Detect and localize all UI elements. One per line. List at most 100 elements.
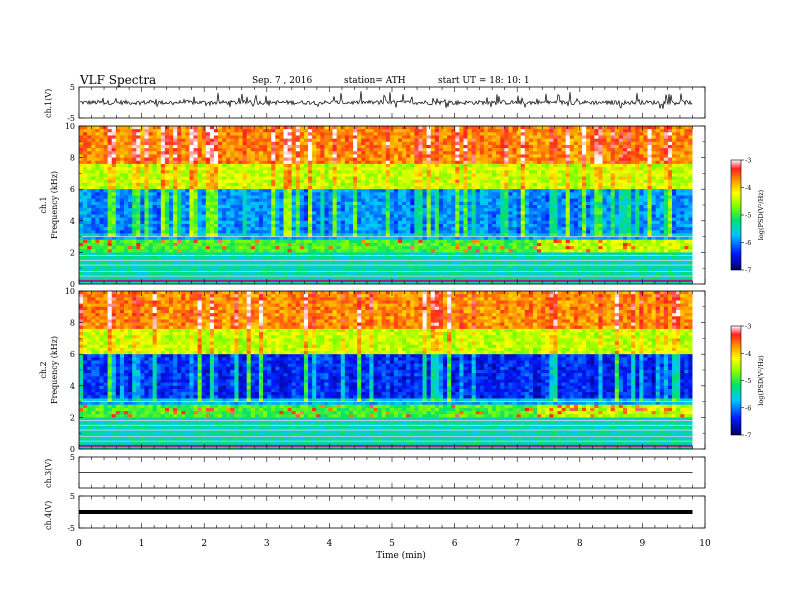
spec-cell <box>422 160 428 165</box>
spec-cell <box>684 154 689 158</box>
spec-cell <box>414 138 419 143</box>
spec-cell <box>614 211 620 215</box>
spec-cell <box>173 129 178 133</box>
spec-cell <box>610 198 616 203</box>
spec-cell <box>148 157 154 162</box>
spec-cell <box>156 182 162 187</box>
spec-cell <box>528 182 534 187</box>
spec-cell <box>291 182 297 187</box>
spec-cell <box>275 170 280 174</box>
spec-cell <box>582 170 587 174</box>
spec-cell <box>643 173 648 177</box>
spec-cell <box>324 201 329 206</box>
spec-cell <box>398 126 403 130</box>
spec-cell <box>455 126 460 130</box>
spec-cell <box>426 198 432 203</box>
spec-cell <box>246 220 252 225</box>
spec-cell <box>414 144 419 149</box>
spec-cell <box>557 151 562 155</box>
spec-cell <box>381 138 387 143</box>
spec-cell <box>663 189 669 193</box>
spec-cell <box>487 135 493 140</box>
spec-cell <box>672 211 677 215</box>
spec-cell <box>168 208 174 212</box>
spec-cell <box>99 227 104 231</box>
spec-cell <box>393 195 399 200</box>
spec-cell <box>123 195 129 200</box>
spec-cell <box>381 223 387 228</box>
spec-cell <box>512 132 518 136</box>
spec-cell <box>565 186 571 190</box>
spec-cell <box>545 186 550 190</box>
spec-cell <box>336 167 342 171</box>
spec-cell <box>676 223 681 228</box>
spec-cell <box>516 186 522 190</box>
spec-cell <box>173 186 178 190</box>
spec-cell <box>148 208 154 212</box>
spec-cell <box>119 223 125 228</box>
spec-cell <box>463 148 468 152</box>
spec-cell <box>414 148 419 152</box>
spec-cell <box>218 201 223 206</box>
spec-cell <box>438 192 444 196</box>
spec-cell <box>627 144 632 149</box>
spec-cell <box>512 141 518 146</box>
spec-cell <box>226 167 231 171</box>
spec-cell <box>144 141 149 146</box>
spec-cell <box>119 189 125 193</box>
spec-cell <box>406 189 411 193</box>
spec-cell <box>132 163 137 168</box>
spec-cell <box>373 214 378 219</box>
spec-cell <box>414 176 419 181</box>
spec-cell <box>246 160 252 165</box>
spec-cell <box>123 186 129 190</box>
spec-cell <box>87 160 92 165</box>
spec-cell <box>115 182 121 187</box>
spec-cell <box>91 227 96 231</box>
spec-cell <box>369 170 374 174</box>
spec-cell <box>545 223 550 228</box>
spec-cell <box>312 208 317 212</box>
spec-cell <box>504 198 509 203</box>
spec-cell <box>160 157 166 162</box>
spec-cell <box>410 182 415 187</box>
spec-cell <box>598 214 603 219</box>
spec-cell <box>340 201 346 206</box>
spec-cell <box>177 220 182 225</box>
spec-cell <box>610 220 616 225</box>
spec-cell <box>483 126 489 130</box>
spec-cell <box>643 126 648 130</box>
spec-cell <box>381 205 387 209</box>
spec-cell <box>226 132 231 136</box>
spec-cell <box>95 148 100 152</box>
spec-cell <box>254 192 260 196</box>
spec-cell <box>79 214 84 219</box>
spec-cell <box>631 173 636 177</box>
spec-cell <box>222 170 227 174</box>
spec-cell <box>512 220 518 225</box>
spec-cell <box>83 220 88 225</box>
spec-cell <box>598 151 603 155</box>
spec-cell <box>177 132 182 136</box>
spec-cell <box>128 214 133 219</box>
spec-cell <box>299 135 305 140</box>
spec-cell <box>160 189 166 193</box>
spec-cell <box>410 223 415 228</box>
spec-cell <box>185 208 190 212</box>
spec-cell <box>663 138 669 143</box>
spec-cell <box>500 198 505 203</box>
spec-cell <box>479 223 485 228</box>
spec-cell <box>438 211 444 215</box>
spec-cell <box>639 198 644 203</box>
spec-cell <box>659 195 665 200</box>
spec-cell <box>258 151 264 155</box>
spec-cell <box>230 223 235 228</box>
spec-cell <box>459 126 464 130</box>
spec-cell <box>500 132 505 136</box>
spec-cell <box>119 167 125 171</box>
spec-cell <box>610 141 616 146</box>
spec-cell <box>193 132 199 136</box>
spec-cell <box>573 151 579 155</box>
spec-cell <box>197 176 203 181</box>
